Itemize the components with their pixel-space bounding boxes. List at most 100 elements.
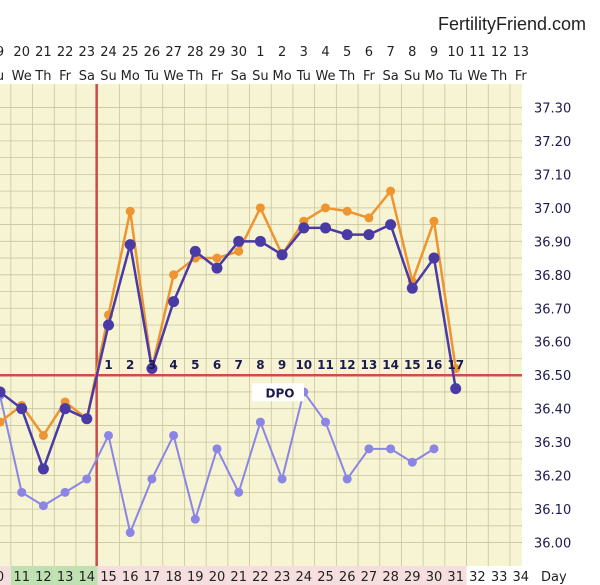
dpo-label: DPO (266, 386, 295, 400)
cycle-day-cell (488, 566, 510, 585)
weekday-label: Tu (448, 69, 463, 84)
dpo-number: 15 (404, 358, 421, 372)
y-tick-label: 36.80 (534, 269, 571, 284)
cycle-day-cell (444, 566, 467, 585)
y-tick-label: 36.50 (534, 369, 571, 384)
cycle-day-cell (141, 566, 163, 585)
cycle-day-cell (379, 566, 402, 585)
cycle-day-cell (271, 566, 293, 585)
weekday-label: We (164, 69, 184, 84)
weekday-label: Fr (515, 69, 528, 84)
cycle-day-label: 32 (469, 570, 486, 585)
primary-point (211, 262, 223, 274)
cycle-day-cell (0, 566, 11, 585)
primary-point (254, 235, 266, 247)
primary-point (0, 386, 6, 398)
cycle-day-label: 31 (447, 570, 464, 585)
cycle-day-cell (227, 566, 250, 585)
weekday-label: u (0, 69, 4, 84)
date-label: 5 (343, 45, 351, 60)
cycle-day-label: 0 (0, 570, 4, 585)
y-tick-label: 37.10 (534, 168, 571, 183)
cycle-day-label: 26 (339, 570, 356, 585)
y-tick-label: 37.30 (534, 101, 571, 116)
cycle-day-label: 22 (252, 570, 269, 585)
primary-point (450, 383, 462, 395)
weekday-label: Mo (273, 69, 292, 84)
secondary-point (38, 501, 48, 511)
y-tick-label: 36.60 (534, 336, 571, 351)
primary-point (363, 229, 375, 241)
cycle-day-label: 23 (274, 570, 291, 585)
adjusted-point (364, 213, 374, 223)
cycle-day-cell (206, 566, 228, 585)
cycle-day-label: 21 (230, 570, 247, 585)
primary-point (233, 235, 245, 247)
primary-point (146, 363, 158, 375)
y-tick-label: 36.70 (534, 302, 571, 317)
weekday-label: Su (252, 69, 269, 84)
primary-point (298, 222, 310, 234)
cycle-day-cell (184, 566, 207, 585)
y-tick-label: 36.30 (534, 436, 571, 451)
primary-point (16, 403, 28, 415)
dpo-number: 10 (295, 358, 312, 372)
y-tick-label: 36.40 (534, 403, 571, 418)
adjusted-point (255, 203, 265, 213)
cycle-day-label: 30 (426, 570, 443, 585)
weekday-label: Fr (211, 69, 224, 84)
cycle-day-label: 17 (144, 570, 161, 585)
weekday-label: We (12, 69, 32, 84)
primary-point (428, 252, 440, 264)
cycle-day-heading: Day (541, 570, 567, 585)
secondary-point (104, 430, 113, 440)
adjusted-point (321, 203, 330, 213)
weekday-label: Sa (79, 69, 95, 84)
cycle-day-label: 15 (100, 570, 117, 585)
cycle-day-cell (314, 566, 337, 585)
date-label: 9 (0, 45, 4, 60)
secondary-point (125, 528, 135, 538)
weekday-label: Sa (382, 69, 398, 84)
primary-point (341, 229, 353, 241)
dpo-number: 3 (148, 358, 156, 372)
weekday-label: Fr (59, 69, 72, 84)
primary-point (59, 403, 71, 415)
date-label: 24 (100, 45, 117, 60)
adjusted-point (429, 216, 439, 226)
cycle-day-label: 16 (122, 570, 139, 585)
date-label: 2 (278, 45, 286, 60)
weekday-label: Th (338, 69, 355, 84)
date-label: 1 (256, 45, 264, 60)
dpo-number: 11 (317, 358, 334, 372)
weekday-label: Th (34, 69, 51, 84)
primary-series-line (0, 223, 457, 471)
cycle-day-cell (466, 566, 489, 585)
chart-marks (0, 84, 522, 566)
dpo-number: 9 (278, 358, 286, 372)
date-label: 22 (57, 45, 74, 60)
secondary-point (147, 474, 157, 484)
secondary-point (386, 444, 396, 454)
dpo-label-background (252, 383, 304, 402)
primary-point (385, 219, 397, 231)
primary-point (320, 222, 331, 234)
primary-point (103, 319, 114, 331)
secondary-point (364, 444, 374, 454)
weekday-label: Mo (121, 69, 140, 84)
dpo-number: 5 (191, 358, 199, 372)
date-label: 21 (35, 45, 52, 60)
primary-point (276, 249, 288, 261)
secondary-point (212, 444, 222, 454)
dpo-number: 1 (104, 358, 112, 372)
cycle-day-label: 11 (13, 570, 30, 585)
date-label: 23 (79, 45, 96, 60)
weekday-label: Tu (296, 69, 311, 84)
cycle-day-cell (162, 566, 185, 585)
cycle-day-cell (401, 566, 424, 585)
y-tick-label: 37.00 (534, 202, 571, 217)
weekday-label: Sa (231, 69, 247, 84)
y-tick-label: 36.20 (534, 470, 571, 485)
primary-point (37, 463, 49, 475)
